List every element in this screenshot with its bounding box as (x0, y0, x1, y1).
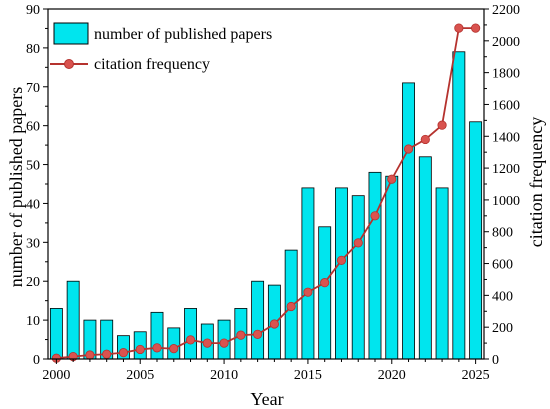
x-axis-title: Year (250, 389, 283, 409)
citation-point-2010 (219, 338, 229, 348)
y-right-tick-label-400: 400 (492, 289, 513, 304)
y-right-tick-label-600: 600 (492, 258, 513, 273)
y-left-tick-label-80: 80 (26, 42, 40, 57)
citation-point-2006 (152, 343, 162, 353)
citation-point-2021 (403, 144, 414, 154)
legend-label-papers: number of published papers (94, 26, 272, 43)
y-right-tick-label-2200: 2200 (492, 3, 520, 18)
citation-point-2004 (118, 348, 129, 358)
bar-2015 (301, 187, 315, 360)
citation-point-2003 (102, 349, 112, 359)
citation-point-2011 (236, 330, 246, 340)
citation-point-2009 (202, 338, 212, 348)
y-right-tick-label-1400: 1400 (492, 130, 520, 145)
x-tick-label-2000: 2000 (42, 368, 70, 383)
citation-point-2005 (135, 344, 145, 355)
legend-label-citations: citation frequency (94, 56, 210, 73)
citation-point-2025 (471, 23, 481, 33)
bar-2021 (402, 82, 415, 360)
bar-2007 (167, 327, 181, 360)
y-left-tick-label-60: 60 (26, 120, 40, 135)
y-right-tick-label-2000: 2000 (492, 35, 520, 50)
y-right-tick-label-1200: 1200 (492, 162, 520, 177)
line-layer (51, 23, 481, 363)
bar-2024 (452, 51, 466, 360)
x-tick-label-2015: 2015 (294, 368, 322, 383)
citation-point-2008 (185, 335, 196, 345)
citation-point-2024 (454, 23, 464, 33)
bar-2019 (368, 171, 382, 360)
bar-2025 (469, 121, 483, 360)
bar-2016 (318, 226, 332, 360)
citation-point-2022 (420, 134, 430, 145)
y-right-axis-title: citation frequency (526, 117, 546, 247)
x-tick-label-2020: 2020 (378, 368, 406, 383)
citation-point-2018 (353, 238, 363, 248)
x-tick-label-2005: 2005 (126, 368, 154, 383)
y-right-tick-label-800: 800 (492, 226, 513, 241)
bar-2001 (66, 280, 80, 360)
legend-swatch-marker (64, 59, 74, 69)
bar-2012 (251, 280, 265, 360)
y-left-tick-label-70: 70 (26, 81, 40, 96)
bars-layer (49, 51, 483, 360)
y-right-tick-label-200: 200 (492, 321, 513, 336)
bar-2008 (184, 308, 197, 360)
y-left-tick-label-10: 10 (26, 314, 40, 329)
bar-2020 (385, 175, 399, 360)
legend-swatch-bar (53, 22, 89, 45)
citation-point-2014 (286, 301, 296, 312)
bar-2000 (49, 308, 63, 360)
x-tick-label-2010: 2010 (210, 368, 238, 383)
y-left-tick-label-40: 40 (26, 197, 40, 212)
legend: number of published papers citation freq… (50, 22, 272, 73)
axes-layer: 0 10 20 30 40 50 60 70 80 90 0 200 400 600 800 1000 1200… (26, 3, 520, 383)
citation-point-2020 (387, 174, 397, 184)
bar-2022 (418, 156, 432, 360)
y-right-tick-label-1800: 1800 (492, 67, 520, 82)
citation-point-2013 (269, 319, 279, 329)
y-left-tick-label-50: 50 (26, 159, 40, 174)
y-left-tick-label-30: 30 (26, 236, 40, 251)
bar-2023 (435, 187, 449, 360)
bar-2018 (351, 195, 365, 360)
bar-2017 (335, 187, 348, 360)
citation-point-2007 (169, 344, 179, 354)
y-right-tick-label-1000: 1000 (492, 194, 520, 209)
citation-point-2015 (303, 287, 313, 297)
x-tick-label-2025: 2025 (462, 368, 490, 383)
citation-point-2019 (370, 211, 380, 221)
y-left-axis-title: number of published papers (6, 87, 26, 287)
citation-point-2002 (85, 350, 95, 360)
y-right-tick-label-0: 0 (492, 353, 499, 368)
citation-point-2023 (437, 120, 447, 130)
y-left-tick-label-90: 90 (26, 3, 40, 18)
y-left-tick-label-0: 0 (33, 353, 40, 368)
citation-point-2017 (336, 255, 347, 265)
y-right-tick-label-1600: 1600 (492, 98, 520, 113)
y-left-tick-label-20: 20 (26, 275, 40, 290)
citation-point-2016 (320, 278, 330, 288)
citation-point-2012 (253, 329, 263, 339)
